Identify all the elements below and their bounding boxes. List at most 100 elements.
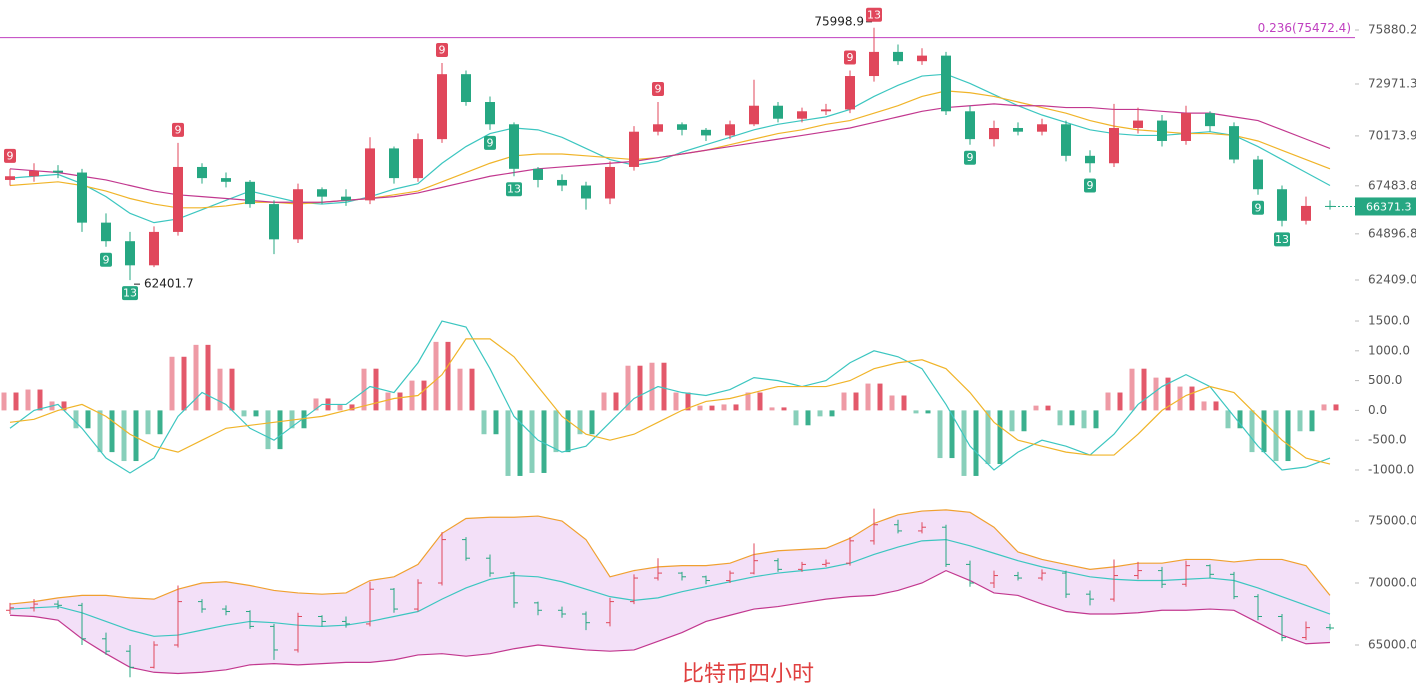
- candle-body: [1037, 124, 1047, 132]
- macd-bar: [781, 407, 787, 411]
- y-tick-label: 0.0: [1368, 403, 1387, 417]
- macd-bar: [1297, 410, 1303, 432]
- candle-body: [605, 166, 615, 199]
- macd-bar: [1225, 410, 1231, 429]
- macd-bar: [1045, 405, 1051, 411]
- macd-bar: [37, 389, 43, 411]
- y-tick-label: 67483.8: [1368, 178, 1416, 192]
- macd-bar: [637, 365, 643, 411]
- candle-body: [845, 76, 855, 110]
- td-mark: [506, 182, 522, 197]
- macd-bar: [1117, 392, 1123, 411]
- td-label: 9: [967, 151, 974, 164]
- td-mark: [436, 43, 448, 58]
- y-tick-label: -500.0: [1368, 433, 1407, 447]
- macd-bar: [841, 392, 847, 411]
- macd-bar: [817, 410, 823, 417]
- macd-bar: [685, 392, 691, 411]
- macd-bar: [277, 410, 283, 450]
- macd-bar: [661, 362, 667, 411]
- fib-label: 0.236(75472.4): [1258, 21, 1351, 35]
- macd-bar: [301, 410, 307, 429]
- macd-bar: [193, 344, 199, 411]
- candle-body: [989, 127, 999, 140]
- macd-bar: [901, 395, 907, 411]
- candle-body: [293, 189, 303, 240]
- candle-body: [1277, 189, 1287, 221]
- macd-bar: [169, 356, 175, 411]
- macd-bar: [433, 341, 439, 411]
- macd-bar: [385, 392, 391, 411]
- macd-bar: [1165, 377, 1171, 411]
- td-label: 9: [7, 149, 14, 162]
- macd-bar: [25, 389, 31, 411]
- macd-bar: [205, 344, 211, 411]
- bollinger-band: [10, 509, 1330, 674]
- macd-line: [9, 320, 1331, 474]
- last-price: 66371.3: [1366, 200, 1412, 213]
- macd-bar: [589, 410, 595, 435]
- candle-body: [629, 131, 639, 167]
- td-label: 9: [487, 136, 494, 149]
- macd-bar: [805, 410, 811, 426]
- candle-body: [653, 124, 663, 132]
- macd-bar: [217, 368, 223, 411]
- candle-body: [461, 74, 471, 103]
- td-mark: [172, 122, 184, 137]
- macd-bar: [529, 410, 535, 473]
- macd-bar: [913, 410, 919, 414]
- candle-body: [941, 55, 951, 112]
- macd-bar: [253, 410, 259, 417]
- candle-body: [221, 178, 231, 182]
- candle-body: [77, 172, 87, 223]
- macd-bar: [1333, 404, 1339, 411]
- macd-bar: [985, 410, 991, 465]
- macd-bar: [721, 404, 727, 411]
- macd-bar: [769, 407, 775, 411]
- y-tick-label: 75880.2: [1368, 23, 1416, 37]
- candle-body: [1205, 113, 1215, 127]
- macd-bar: [997, 410, 1003, 465]
- high-label: 75998.9: [814, 14, 864, 28]
- candle-body: [1181, 113, 1191, 141]
- macd-bar: [733, 404, 739, 411]
- macd-bar: [1285, 410, 1291, 462]
- macd-bar: [673, 392, 679, 411]
- candle-body: [1109, 127, 1119, 164]
- plot-layer: 75880.2 72971.3 70173.9 67483.8 64896.8 62409…: [0, 7, 1416, 687]
- macd-bar: [457, 368, 463, 411]
- macd-bar: [553, 410, 559, 453]
- candle-body: [485, 102, 495, 125]
- candle-body: [1013, 127, 1023, 132]
- low-label: 62401.7: [144, 277, 194, 291]
- macd-bar: [925, 410, 931, 414]
- candle-body: [317, 189, 327, 197]
- macd-bar: [421, 380, 427, 411]
- macd-bar: [1009, 410, 1015, 432]
- y-tick-label: 64896.8: [1368, 226, 1416, 240]
- td-mark: [484, 135, 496, 150]
- macd-bar: [157, 410, 163, 435]
- candle-body: [1133, 120, 1143, 128]
- macd-bar: [337, 404, 343, 411]
- macd-bar: [241, 410, 247, 417]
- macd-bar: [145, 410, 151, 435]
- candle-body: [53, 170, 63, 173]
- macd-bar: [1261, 410, 1267, 453]
- macd-bar: [313, 398, 319, 411]
- macd-bar: [109, 410, 115, 453]
- macd-bar: [493, 410, 499, 435]
- macd-bar: [565, 410, 571, 453]
- macd-bar: [97, 410, 103, 453]
- candle-body: [269, 204, 279, 240]
- td-label: 13: [1275, 233, 1289, 246]
- macd-bar: [289, 410, 295, 429]
- y-tick-label: 75000.0: [1368, 514, 1416, 528]
- td-label: 13: [123, 287, 137, 300]
- td-mark: [844, 50, 856, 65]
- candle-body: [869, 51, 879, 77]
- macd-bar: [697, 405, 703, 411]
- macd-bar: [349, 404, 355, 411]
- candle-body: [125, 241, 135, 266]
